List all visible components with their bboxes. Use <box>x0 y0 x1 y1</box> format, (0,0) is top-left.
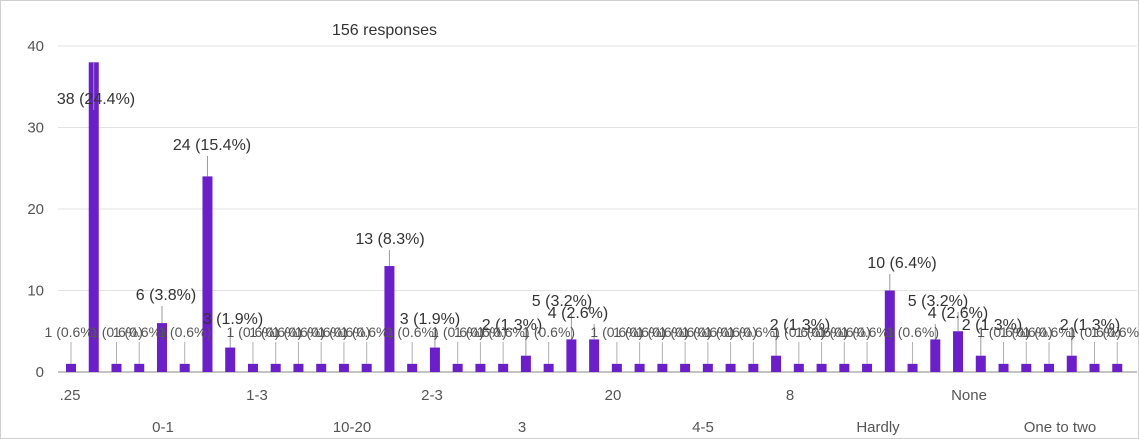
x-tick-label: .25 <box>60 387 81 404</box>
x-tick-label: Hardly <box>856 419 900 436</box>
bar <box>544 364 554 372</box>
data-label: 1 (0.6%) <box>1091 324 1139 340</box>
bar <box>817 364 827 372</box>
data-label: 1 (0.6%) <box>886 324 939 340</box>
y-tick-label: 0 <box>36 364 44 381</box>
data-label: 4 (2.6%) <box>548 305 608 322</box>
y-tick-label: 20 <box>27 201 44 218</box>
x-tick-label: 4-5 <box>692 419 714 436</box>
bar <box>407 364 417 372</box>
bar <box>134 364 144 372</box>
bar <box>612 364 622 372</box>
bar <box>1044 364 1054 372</box>
bar <box>271 364 281 372</box>
x-tick-label: 2-3 <box>421 387 443 404</box>
bar <box>930 339 940 372</box>
bar <box>680 364 690 372</box>
x-tick-label: 20 <box>605 387 622 404</box>
bar <box>498 364 508 372</box>
x-tick-label: 1-3 <box>246 387 268 404</box>
bar <box>794 364 804 372</box>
bar <box>430 348 440 372</box>
bar <box>202 176 212 372</box>
bar <box>384 266 394 372</box>
data-label: 38 (24.4%) <box>57 91 135 108</box>
data-label: 10 (6.4%) <box>867 255 936 272</box>
bar <box>566 339 576 372</box>
bar <box>862 364 872 372</box>
bar <box>657 364 667 372</box>
bar <box>225 348 235 372</box>
bar <box>635 364 645 372</box>
y-tick-label: 40 <box>27 38 44 55</box>
bar <box>1112 364 1122 372</box>
bar <box>453 364 463 372</box>
bar <box>180 364 190 372</box>
bar <box>1090 364 1100 372</box>
bar <box>839 364 849 372</box>
bar <box>999 364 1009 372</box>
bar <box>362 364 372 372</box>
bar <box>1067 356 1077 372</box>
bar <box>748 364 758 372</box>
data-label: 13 (8.3%) <box>355 231 424 248</box>
bar <box>475 364 485 372</box>
bar <box>726 364 736 372</box>
bar <box>908 364 918 372</box>
x-tick-label: 8 <box>786 387 794 404</box>
bar <box>589 339 599 372</box>
data-label: 6 (3.8%) <box>136 287 196 304</box>
x-tick-label: 0-1 <box>152 419 174 436</box>
x-tick-label: One to two <box>1024 419 1097 436</box>
x-tick-label: 3 <box>518 419 526 436</box>
bar <box>703 364 713 372</box>
bar <box>976 356 986 372</box>
bar <box>66 364 76 372</box>
bar <box>1021 364 1031 372</box>
y-tick-label: 30 <box>27 120 44 137</box>
data-label: 1 (0.6%) <box>522 324 575 340</box>
bar <box>248 364 258 372</box>
y-tick-label: 10 <box>27 283 44 300</box>
bar <box>316 364 326 372</box>
bar <box>771 356 781 372</box>
data-label: 24 (15.4%) <box>173 137 251 154</box>
bar <box>521 356 531 372</box>
bar <box>111 364 121 372</box>
bar <box>339 364 349 372</box>
bar <box>953 331 963 372</box>
data-label: 1 (0.6%) <box>158 324 211 340</box>
bar <box>293 364 303 372</box>
x-tick-label: 10-20 <box>333 419 371 436</box>
x-tick-label: None <box>951 387 987 404</box>
